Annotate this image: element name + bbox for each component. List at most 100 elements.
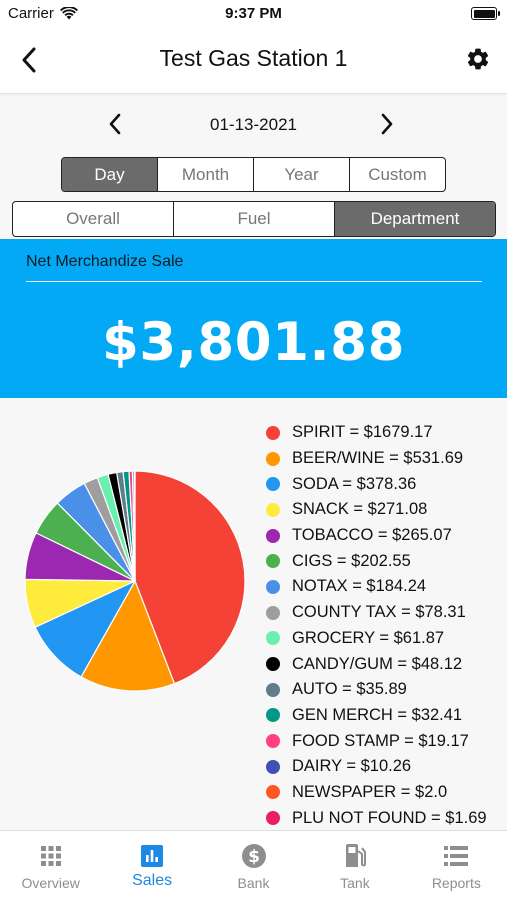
period-tab-month[interactable]: Month bbox=[157, 158, 253, 191]
chevron-right-icon bbox=[381, 113, 393, 135]
legend-label: COUNTY TAX = $78.31 bbox=[292, 603, 466, 622]
next-date-button[interactable] bbox=[372, 108, 402, 140]
wifi-icon bbox=[59, 7, 78, 20]
carrier-indicator: Carrier bbox=[8, 5, 78, 22]
tab-overview[interactable]: Overview bbox=[0, 831, 101, 900]
tab-reports[interactable]: Reports bbox=[406, 831, 507, 900]
legend-label: AUTO = $35.89 bbox=[292, 680, 407, 699]
legend-item: TOBACCO = $265.07 bbox=[266, 523, 507, 549]
legend-label: CANDY/GUM = $48.12 bbox=[292, 654, 463, 673]
page-title: Test Gas Station 1 bbox=[159, 45, 348, 71]
clock: 9:37 PM bbox=[225, 5, 282, 22]
period-tab-year[interactable]: Year bbox=[253, 158, 349, 191]
view-selector: Overall Fuel Department bbox=[12, 201, 496, 237]
legend-swatch bbox=[266, 554, 280, 569]
svg-text:$: $ bbox=[248, 847, 260, 867]
tab-label: Reports bbox=[431, 875, 481, 891]
legend-item: FOOD STAMP = $19.17 bbox=[266, 728, 507, 754]
legend-item: DAIRY = $10.26 bbox=[266, 754, 507, 780]
view-tab-overall[interactable]: Overall bbox=[66, 209, 120, 228]
summary-label: Net Merchandize Sale bbox=[26, 253, 184, 270]
legend-item: BEER/WINE = $531.69 bbox=[266, 446, 507, 472]
legend-label: FOOD STAMP = $19.17 bbox=[292, 731, 469, 750]
list-icon bbox=[443, 843, 469, 869]
legend-item: GEN MERCH = $32.41 bbox=[266, 703, 507, 729]
bar-chart-icon bbox=[139, 843, 165, 869]
tab-sales[interactable]: Sales bbox=[101, 831, 202, 900]
status-bar: Carrier 9:37 PM bbox=[0, 0, 507, 28]
legend-item: CIGS = $202.55 bbox=[266, 548, 507, 574]
legend-item: COUNTY TAX = $78.31 bbox=[266, 600, 507, 626]
bottom-tab-bar: Overview Sales $ Bank bbox=[0, 830, 507, 900]
legend-item: NOTAX = $184.24 bbox=[266, 574, 507, 600]
pie-chart-svg bbox=[24, 470, 246, 692]
date-navigator: 01-13-2021 bbox=[0, 104, 507, 144]
legend-swatch bbox=[266, 682, 280, 697]
legend-swatch bbox=[266, 502, 280, 517]
legend-swatch bbox=[266, 605, 280, 620]
legend-label: NOTAX = $184.24 bbox=[292, 577, 427, 596]
legend-label: DAIRY = $10.26 bbox=[292, 757, 412, 776]
legend-item: SPIRIT = $1679.17 bbox=[266, 420, 507, 446]
back-button[interactable] bbox=[12, 43, 46, 77]
legend-swatch bbox=[266, 734, 280, 749]
current-date: 01-13-2021 bbox=[210, 115, 297, 134]
legend-swatch bbox=[266, 708, 280, 723]
tab-label: Overview bbox=[21, 875, 80, 891]
tab-tank[interactable]: Tank bbox=[304, 831, 405, 900]
legend-item: SODA = $378.36 bbox=[266, 471, 507, 497]
period-tab-custom[interactable]: Custom bbox=[349, 158, 445, 191]
tab-label: Bank bbox=[237, 875, 270, 891]
legend-swatch bbox=[266, 657, 280, 672]
view-tab-fuel[interactable]: Fuel bbox=[173, 202, 334, 236]
period-tab-day[interactable]: Day bbox=[62, 158, 157, 191]
legend-label: TOBACCO = $265.07 bbox=[292, 526, 452, 545]
legend-label: BEER/WINE = $531.69 bbox=[292, 449, 464, 468]
legend-label: PLU NOT FOUND = $1.69 bbox=[292, 808, 487, 827]
tab-bank[interactable]: $ Bank bbox=[203, 831, 304, 900]
grid-icon bbox=[38, 843, 64, 869]
legend-swatch bbox=[266, 451, 280, 466]
pie-chart bbox=[24, 470, 246, 692]
legend-swatch bbox=[266, 631, 280, 646]
view-tab-department[interactable]: Department bbox=[334, 202, 495, 236]
chevron-left-icon bbox=[22, 47, 36, 73]
legend-label: NEWSPAPER = $2.0 bbox=[292, 782, 448, 801]
legend-swatch bbox=[266, 477, 280, 492]
legend-item: NEWSPAPER = $2.0 bbox=[266, 780, 507, 806]
tab-label: Tank bbox=[340, 875, 370, 891]
legend-swatch bbox=[266, 785, 280, 800]
legend-swatch bbox=[266, 528, 280, 543]
summary-divider bbox=[26, 281, 482, 282]
legend-label: CIGS = $202.55 bbox=[292, 551, 411, 570]
tab-label: Sales bbox=[132, 872, 173, 889]
carrier-label: Carrier bbox=[8, 5, 54, 22]
summary-banner: Net Merchandize Sale $3,801.88 bbox=[0, 239, 507, 398]
legend-swatch bbox=[266, 759, 280, 774]
chart-legend: SPIRIT = $1679.17 BEER/WINE = $531.69 SODA… bbox=[266, 420, 507, 831]
period-selector: Day Month Year Custom bbox=[61, 157, 446, 192]
legend-label: SODA = $378.36 bbox=[292, 474, 417, 493]
nav-bar: Test Gas Station 1 bbox=[0, 28, 507, 94]
department-chart: SPIRIT = $1679.17 BEER/WINE = $531.69 SODA… bbox=[0, 398, 507, 830]
fuel-pump-icon bbox=[342, 843, 368, 869]
legend-label: SNACK = $271.08 bbox=[292, 500, 428, 519]
legend-item: CANDY/GUM = $48.12 bbox=[266, 651, 507, 677]
dollar-coin-icon: $ bbox=[241, 843, 267, 869]
legend-item: GROCERY = $61.87 bbox=[266, 626, 507, 652]
legend-label: GROCERY = $61.87 bbox=[292, 628, 445, 647]
legend-swatch bbox=[266, 425, 280, 440]
legend-label: GEN MERCH = $32.41 bbox=[292, 705, 463, 724]
legend-swatch bbox=[266, 811, 280, 826]
settings-button[interactable] bbox=[461, 42, 495, 76]
legend-swatch bbox=[266, 579, 280, 594]
pie-slice bbox=[134, 470, 246, 685]
legend-item: PLU NOT FOUND = $1.69 bbox=[266, 805, 507, 831]
pie-slice bbox=[80, 579, 176, 692]
summary-value: $3,801.88 bbox=[102, 312, 405, 373]
legend-item: AUTO = $35.89 bbox=[266, 677, 507, 703]
gear-icon bbox=[467, 48, 489, 70]
battery-icon bbox=[471, 7, 500, 20]
chevron-left-icon bbox=[109, 113, 121, 135]
previous-date-button[interactable] bbox=[100, 108, 130, 140]
